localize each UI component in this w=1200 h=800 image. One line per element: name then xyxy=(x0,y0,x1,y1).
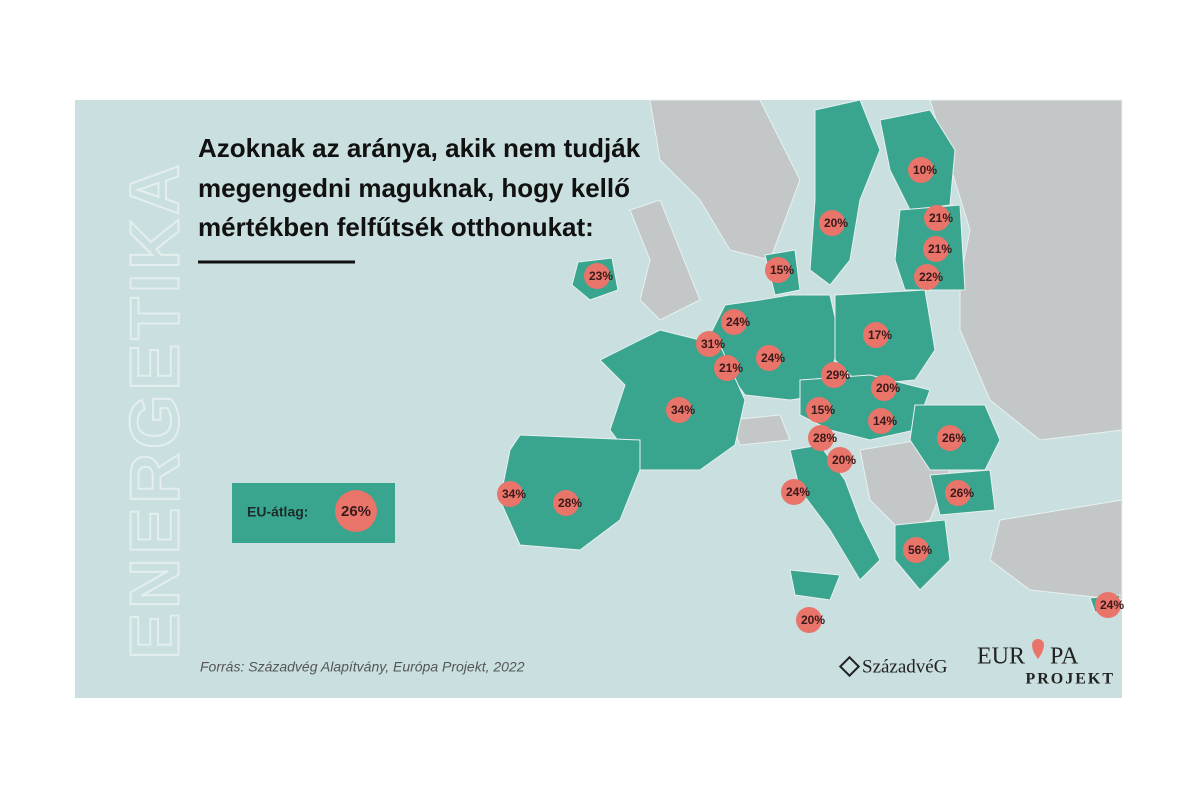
marker-label: 28% xyxy=(558,496,582,510)
marker-label: 20% xyxy=(832,453,856,467)
marker xyxy=(696,331,722,357)
marker-label: 28% xyxy=(813,431,837,445)
average-circle xyxy=(335,490,377,532)
marker xyxy=(765,257,791,283)
marker-label: 17% xyxy=(868,328,892,342)
title-line: megengedni maguknak, hogy kellő xyxy=(198,173,630,203)
marker xyxy=(553,490,579,516)
marker xyxy=(721,309,747,335)
marker xyxy=(903,537,929,563)
marker xyxy=(497,481,523,507)
side-label: ENERGETIKA xyxy=(115,161,193,660)
szazadveg-icon xyxy=(838,655,861,678)
marker xyxy=(908,157,934,183)
marker-label: 15% xyxy=(811,403,835,417)
marker xyxy=(863,322,889,348)
marker xyxy=(937,425,963,451)
marker-label: 26% xyxy=(942,431,966,445)
marker-label: 21% xyxy=(719,361,743,375)
marker-label: 29% xyxy=(826,368,850,382)
country xyxy=(629,199,701,321)
europa-pin xyxy=(1032,639,1044,659)
marker-label: 26% xyxy=(950,486,974,500)
marker xyxy=(923,236,949,262)
marker xyxy=(714,355,740,381)
marker-label: 31% xyxy=(701,337,725,351)
title-line: Azoknak az aránya, akik nem tudják xyxy=(198,133,641,163)
marker-label: 20% xyxy=(801,613,825,627)
marker xyxy=(756,345,782,371)
marker-label: 22% xyxy=(919,270,943,284)
marker xyxy=(945,480,971,506)
source: Forrás: Századvég Alapítvány, Európa Pro… xyxy=(200,659,525,675)
title-line: mértékben felfűtsék otthonukat: xyxy=(198,212,594,242)
country xyxy=(989,499,1123,601)
country xyxy=(809,99,881,286)
europa-logo: PA xyxy=(1050,644,1079,670)
marker-label: 15% xyxy=(770,263,794,277)
marker-label: 21% xyxy=(929,211,953,225)
marker xyxy=(781,479,807,505)
marker-label: 20% xyxy=(824,216,848,230)
marker xyxy=(827,447,853,473)
marker-label: 14% xyxy=(873,414,897,428)
marker-label: 10% xyxy=(913,163,937,177)
marker-label: 24% xyxy=(786,485,810,499)
marker xyxy=(796,607,822,633)
marker-label: 34% xyxy=(502,487,526,501)
marker-label: 24% xyxy=(726,315,750,329)
marker xyxy=(1095,592,1121,618)
marker xyxy=(584,263,610,289)
marker xyxy=(868,408,894,434)
average-label: EU-átlag: xyxy=(247,504,308,520)
projekt-logo: PROJEKT xyxy=(1025,671,1115,688)
marker xyxy=(819,210,845,236)
marker-label: 24% xyxy=(761,351,785,365)
marker-label: 34% xyxy=(671,403,695,417)
country xyxy=(649,99,801,261)
country xyxy=(929,99,1123,441)
marker-label: 24% xyxy=(1100,598,1124,612)
marker-label: 20% xyxy=(876,381,900,395)
marker xyxy=(666,397,692,423)
europa-logo: EUR xyxy=(977,644,1025,670)
country xyxy=(789,569,841,601)
marker xyxy=(808,425,834,451)
average-value: 26% xyxy=(341,503,371,520)
marker xyxy=(924,205,950,231)
marker-label: 23% xyxy=(589,269,613,283)
marker xyxy=(871,375,897,401)
marker xyxy=(914,264,940,290)
marker xyxy=(806,397,832,423)
marker-label: 56% xyxy=(908,543,932,557)
marker-label: 21% xyxy=(928,242,952,256)
markers: 10%20% 21%21%22%23% 15%24%17%31%24%21% 29%2… xyxy=(497,157,1124,633)
szazadveg-logo: SzázadvéG xyxy=(862,656,948,677)
marker xyxy=(821,362,847,388)
